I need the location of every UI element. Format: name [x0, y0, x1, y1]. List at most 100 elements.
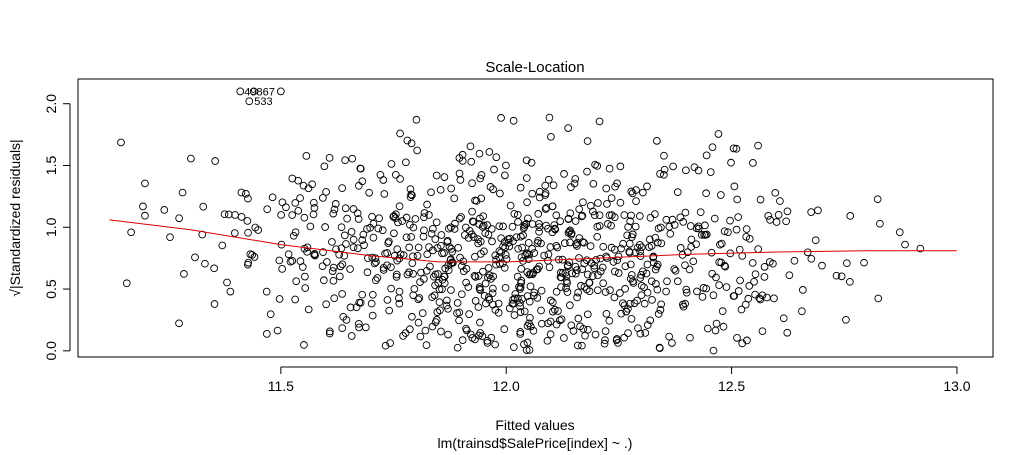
data-point	[764, 212, 773, 220]
data-point	[803, 248, 812, 257]
data-point	[584, 325, 592, 334]
y-axis: 0.0 0.5 1.0 1.5 2.0	[43, 94, 71, 361]
data-point	[550, 221, 559, 229]
data-point	[354, 181, 363, 190]
data-point	[528, 220, 537, 228]
data-point	[653, 260, 662, 269]
data-point	[501, 171, 509, 180]
data-point	[682, 166, 690, 175]
data-point	[516, 232, 525, 241]
data-point	[610, 293, 619, 302]
data-point	[681, 208, 690, 217]
data-point	[701, 231, 710, 239]
data-point	[583, 137, 592, 145]
data-point	[516, 285, 525, 293]
data-point	[480, 291, 489, 300]
data-point	[772, 218, 781, 226]
data-point	[544, 175, 553, 184]
data-point	[727, 158, 735, 167]
data-point	[468, 179, 476, 188]
data-point	[364, 254, 372, 263]
data-point	[657, 223, 665, 232]
data-point	[641, 329, 650, 337]
data-point	[423, 250, 432, 259]
data-point	[454, 243, 462, 252]
data-point	[842, 315, 850, 324]
data-point	[459, 267, 468, 276]
data-point	[563, 262, 572, 271]
data-point	[470, 271, 479, 280]
data-point	[474, 239, 483, 248]
data-point	[425, 243, 433, 251]
data-point	[237, 213, 246, 221]
data-point	[417, 268, 425, 277]
data-point	[372, 258, 380, 266]
data-point	[291, 228, 300, 237]
data-point	[551, 225, 560, 234]
data-point	[693, 287, 701, 296]
data-point	[734, 287, 743, 295]
data-point	[522, 249, 531, 258]
data-point	[627, 314, 636, 323]
data-point	[525, 297, 534, 306]
data-point	[389, 212, 398, 221]
data-point	[141, 179, 149, 188]
data-point	[517, 264, 526, 273]
data-points	[117, 87, 925, 355]
data-point	[707, 248, 716, 257]
data-point	[709, 346, 718, 355]
data-point	[484, 264, 493, 272]
data-point	[226, 287, 235, 296]
data-point	[686, 333, 694, 342]
data-point	[514, 244, 523, 253]
data-point	[415, 294, 424, 302]
data-point	[682, 285, 691, 294]
data-point	[365, 188, 374, 197]
data-point	[318, 262, 327, 271]
data-point	[573, 293, 581, 302]
data-point	[395, 202, 404, 211]
data-point	[534, 236, 542, 245]
data-point	[630, 299, 639, 308]
data-point	[732, 225, 741, 234]
data-point	[732, 144, 741, 153]
data-point	[654, 310, 663, 318]
data-point	[458, 262, 466, 270]
data-point	[321, 223, 329, 231]
data-point	[701, 221, 709, 230]
data-point	[609, 258, 618, 266]
data-point	[682, 288, 691, 297]
data-point	[433, 244, 442, 252]
data-point	[617, 244, 625, 253]
data-point	[665, 332, 673, 341]
data-point	[517, 279, 525, 287]
data-point	[563, 279, 571, 288]
data-point	[671, 266, 680, 275]
data-point	[408, 312, 416, 321]
data-point	[187, 154, 195, 163]
data-point	[492, 153, 501, 162]
data-point	[275, 256, 284, 265]
data-point	[601, 336, 609, 344]
data-point	[476, 286, 485, 294]
data-point	[406, 220, 414, 229]
data-point	[243, 260, 252, 269]
data-point	[330, 205, 339, 214]
data-point	[402, 213, 411, 222]
data-point	[368, 212, 376, 221]
x-axis: 11.5 12.0 12.5 13.0	[268, 366, 971, 394]
data-point	[737, 305, 746, 314]
data-point	[541, 205, 550, 213]
data-point	[275, 295, 284, 303]
data-point	[647, 242, 656, 250]
data-point	[708, 269, 717, 278]
data-point	[363, 225, 371, 233]
data-point	[476, 237, 485, 246]
data-point	[447, 286, 455, 294]
data-point	[765, 258, 774, 266]
data-point	[468, 334, 477, 342]
data-point	[371, 254, 380, 263]
data-point	[465, 226, 474, 235]
data-point	[603, 200, 611, 208]
data-point	[520, 307, 529, 316]
